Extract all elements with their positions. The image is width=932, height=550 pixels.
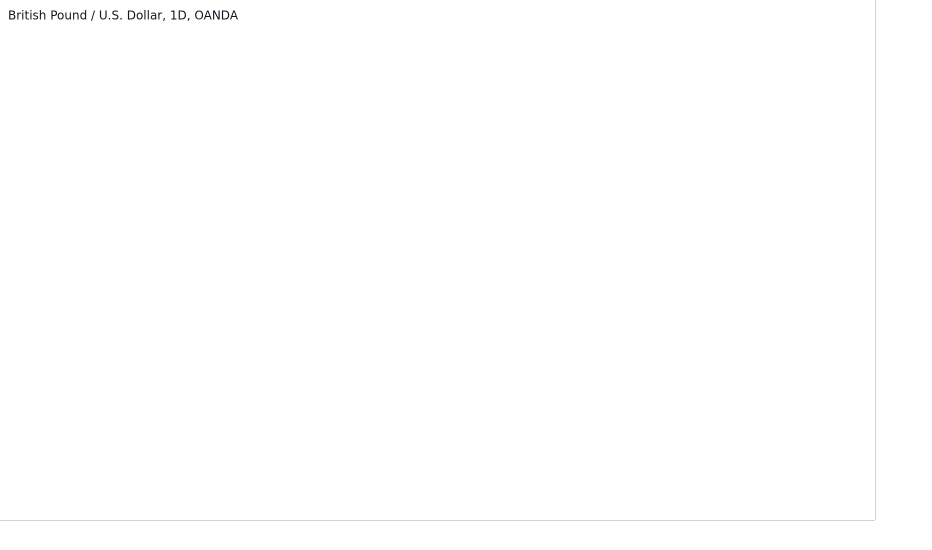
chart-title: British Pound / U.S. Dollar, 1D, OANDA xyxy=(8,9,239,23)
